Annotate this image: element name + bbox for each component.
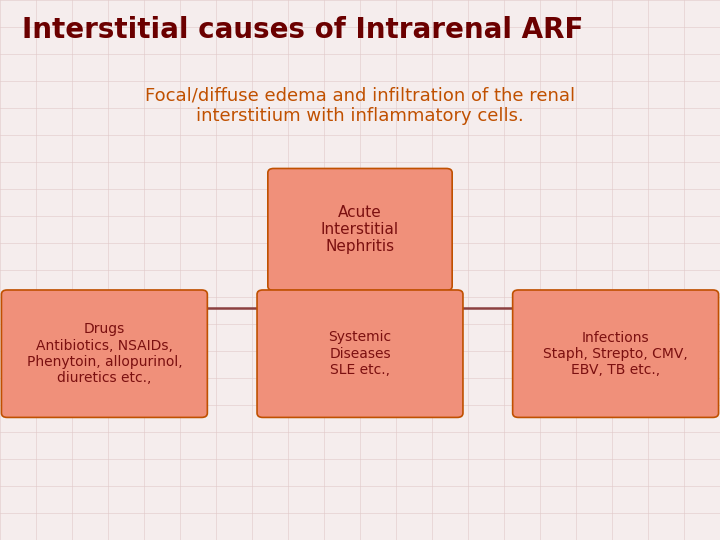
Text: Focal/diffuse edema and infiltration of the renal
interstitium with inflammatory: Focal/diffuse edema and infiltration of … xyxy=(145,86,575,125)
FancyBboxPatch shape xyxy=(513,290,719,417)
Text: Systemic
Diseases
SLE etc.,: Systemic Diseases SLE etc., xyxy=(328,330,392,377)
Text: Infections
Staph, Strepto, CMV,
EBV, TB etc.,: Infections Staph, Strepto, CMV, EBV, TB … xyxy=(543,330,688,377)
Text: Drugs
Antibiotics, NSAIDs,
Phenytoin, allopurinol,
diuretics etc.,: Drugs Antibiotics, NSAIDs, Phenytoin, al… xyxy=(27,322,182,385)
Text: Interstitial causes of Intrarenal ARF: Interstitial causes of Intrarenal ARF xyxy=(22,16,583,44)
Text: Acute
Interstitial
Nephritis: Acute Interstitial Nephritis xyxy=(321,205,399,254)
FancyBboxPatch shape xyxy=(268,168,452,291)
FancyBboxPatch shape xyxy=(257,290,463,417)
FancyBboxPatch shape xyxy=(1,290,207,417)
